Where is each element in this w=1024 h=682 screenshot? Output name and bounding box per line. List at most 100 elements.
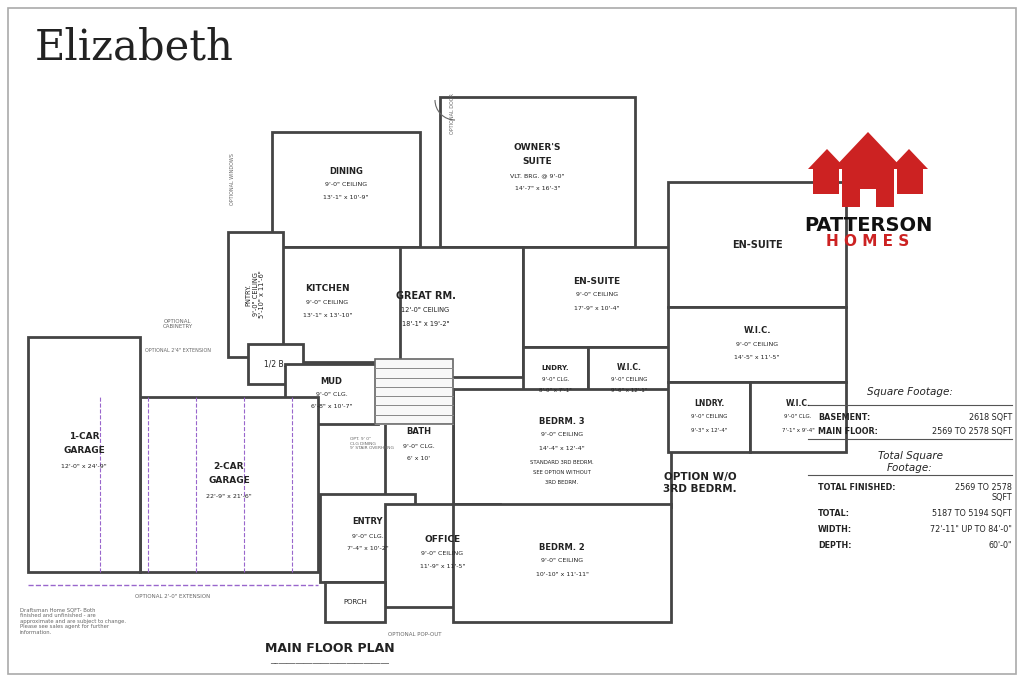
Bar [328, 247, 523, 377]
Text: 2618 SQFT: 2618 SQFT [969, 413, 1012, 422]
Text: 3RD BEDRM.: 3RD BEDRM. [546, 479, 579, 484]
Text: OPTIONAL DOOR: OPTIONAL DOOR [450, 93, 455, 134]
Text: 14'-7" x 16'-3": 14'-7" x 16'-3" [515, 186, 560, 192]
Text: SUITE: SUITE [522, 156, 552, 166]
Bar [668, 382, 750, 452]
Text: 2-CAR: 2-CAR [214, 462, 245, 471]
Text: 1/2 B.: 1/2 B. [264, 359, 287, 368]
Text: GARAGE: GARAGE [63, 446, 104, 455]
Text: 9'-0" CLG.: 9'-0" CLG. [542, 377, 569, 382]
Bar [140, 397, 318, 572]
Bar [523, 247, 671, 347]
Text: 9'-0" CLG.: 9'-0" CLG. [403, 443, 435, 449]
Bar [750, 382, 846, 452]
Text: Draftsman Home SQFT- Both
finished and unfinished - are
approximate and are subj: Draftsman Home SQFT- Both finished and u… [20, 607, 126, 635]
Text: ____________________________: ____________________________ [270, 655, 389, 664]
Text: BEDRM. 3: BEDRM. 3 [540, 417, 585, 426]
Text: LNDRY.: LNDRY. [694, 398, 724, 408]
Text: W.I.C.: W.I.C. [785, 398, 810, 408]
Text: 7'-1" x 9'-4": 7'-1" x 9'-4" [781, 428, 814, 432]
Text: 72'-11" UP TO 84'-0": 72'-11" UP TO 84'-0" [930, 525, 1012, 534]
Polygon shape [833, 132, 903, 169]
Text: 60'-0": 60'-0" [988, 541, 1012, 550]
Bar [842, 169, 894, 207]
Bar [668, 307, 846, 382]
Bar [440, 97, 635, 247]
Text: BASEMENT:: BASEMENT: [818, 413, 870, 422]
Bar [272, 132, 420, 247]
Bar [248, 344, 303, 384]
Text: GREAT RM.: GREAT RM. [395, 291, 456, 301]
Bar [813, 169, 839, 194]
Text: PORCH: PORCH [343, 599, 367, 605]
Text: 6'-8" x 10'-7": 6'-8" x 10'-7" [310, 404, 352, 409]
Text: 9'-0" CEILING: 9'-0" CEILING [422, 551, 464, 556]
Text: 18'-1" x 19'-2": 18'-1" x 19'-2" [401, 321, 450, 327]
Text: BEDRM. 2: BEDRM. 2 [539, 542, 585, 552]
Text: 2569 TO 2578
SQFT: 2569 TO 2578 SQFT [955, 483, 1012, 503]
Text: W.I.C.: W.I.C. [617, 363, 642, 372]
Text: SEE OPTION WITHOUT: SEE OPTION WITHOUT [534, 469, 591, 475]
Text: 5187 TO 5194 SQFT: 5187 TO 5194 SQFT [932, 509, 1012, 518]
Text: OPTIONAL
CABINETRY: OPTIONAL CABINETRY [163, 318, 194, 329]
Text: Total Square
Footage:: Total Square Footage: [878, 451, 942, 473]
Text: 9'-0" CEILING: 9'-0" CEILING [306, 300, 348, 305]
Text: LNDRY.: LNDRY. [542, 364, 569, 370]
Bar [319, 494, 415, 582]
Text: 9'-0" CEILING: 9'-0" CEILING [325, 182, 367, 187]
Text: OPTIONAL WINDOWS: OPTIONAL WINDOWS [229, 153, 234, 205]
Text: PATTERSON: PATTERSON [804, 216, 932, 235]
Text: TOTAL FINISHED:: TOTAL FINISHED: [818, 483, 896, 492]
Polygon shape [808, 149, 846, 169]
Polygon shape [890, 149, 928, 169]
Text: 9'-0" CLG.: 9'-0" CLG. [784, 415, 812, 419]
Text: 9'-6" x 12'-1": 9'-6" x 12'-1" [611, 388, 647, 393]
Bar [385, 389, 453, 507]
Bar [285, 364, 378, 424]
Text: KITCHEN: KITCHEN [305, 284, 350, 293]
Text: EN-SUITE: EN-SUITE [732, 239, 782, 250]
Bar [453, 389, 671, 507]
Text: ENTRY: ENTRY [352, 518, 383, 527]
Text: GARAGE: GARAGE [208, 476, 250, 485]
Bar [588, 347, 671, 412]
Text: OPTIONAL 2'4" EXTENSION: OPTIONAL 2'4" EXTENSION [145, 348, 211, 353]
Text: OPT. 9' 0"
CLG DINING
9' STAIR OVERHANG: OPT. 9' 0" CLG DINING 9' STAIR OVERHANG [350, 437, 394, 450]
Text: DEPTH:: DEPTH: [818, 541, 852, 550]
Bar [453, 504, 671, 622]
Text: VLT. BRG. @ 9'-0": VLT. BRG. @ 9'-0" [510, 173, 565, 179]
Text: MAIN FLOOR PLAN: MAIN FLOOR PLAN [265, 642, 395, 655]
Bar [325, 582, 385, 622]
Text: OWNER'S: OWNER'S [514, 143, 561, 153]
Text: Square Footage:: Square Footage: [867, 387, 953, 397]
Text: 22'-9" x 21'-6": 22'-9" x 21'-6" [206, 494, 252, 499]
Text: 9'-0" CEILING: 9'-0" CEILING [736, 342, 778, 347]
Text: 13'-1" x 13'-10": 13'-1" x 13'-10" [303, 313, 352, 318]
Text: MUD: MUD [321, 378, 342, 387]
Text: 9'-3" x 12'-4": 9'-3" x 12'-4" [691, 428, 727, 432]
Text: W.I.C.: W.I.C. [743, 326, 771, 335]
Text: 1-CAR: 1-CAR [69, 432, 99, 441]
Text: OPTION W/O
3RD BEDRM.: OPTION W/O 3RD BEDRM. [664, 472, 737, 494]
Bar [668, 182, 846, 307]
Text: STANDARD 3RD BEDRM.: STANDARD 3RD BEDRM. [530, 460, 594, 464]
Text: 9'-0" CEILING: 9'-0" CEILING [541, 432, 583, 437]
Text: 6' x 10': 6' x 10' [408, 456, 430, 462]
Text: 14'-5" x 11'-5": 14'-5" x 11'-5" [734, 355, 779, 360]
Text: 10'-10" x 11'-11": 10'-10" x 11'-11" [536, 572, 589, 576]
Text: 14'-4" x 12'-4": 14'-4" x 12'-4" [539, 445, 585, 451]
Bar [385, 504, 500, 607]
Text: 9'-0" CEILING: 9'-0" CEILING [541, 559, 583, 563]
Text: 2569 TO 2578 SQFT: 2569 TO 2578 SQFT [932, 427, 1012, 436]
Bar [28, 337, 140, 572]
Text: BATH: BATH [407, 428, 431, 436]
Bar [523, 347, 588, 412]
Bar [897, 169, 923, 194]
Bar [255, 247, 400, 362]
Bar [860, 189, 876, 207]
Text: 9'-0" CEILING: 9'-0" CEILING [611, 377, 648, 382]
Bar [375, 359, 453, 424]
Text: H O M E S: H O M E S [826, 234, 909, 249]
Text: 13'-1" x 10'-9": 13'-1" x 10'-9" [324, 195, 369, 200]
Bar [228, 232, 283, 357]
